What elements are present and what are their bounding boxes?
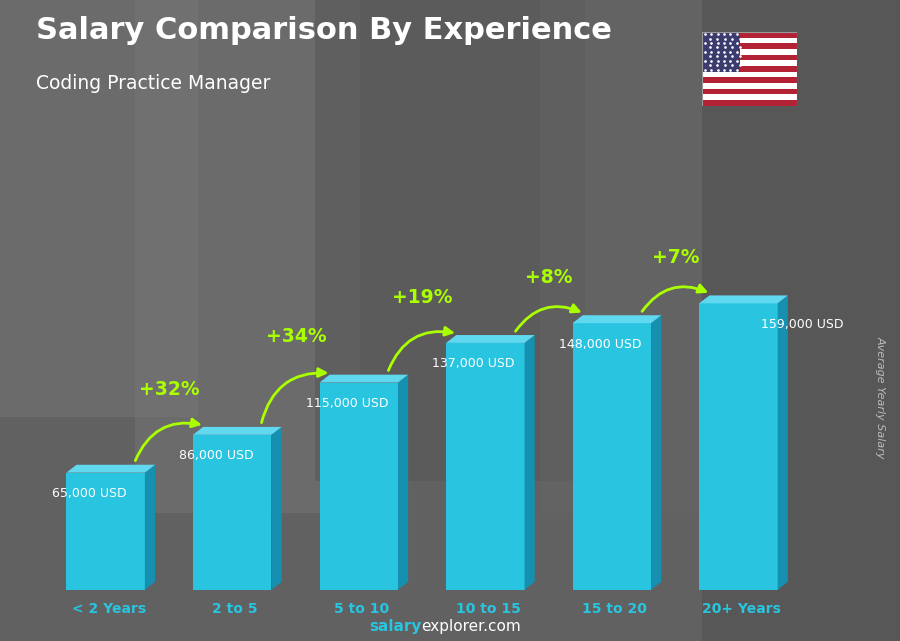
Bar <box>702 66 796 72</box>
Bar <box>135 0 360 513</box>
Text: < 2 Years: < 2 Years <box>72 603 146 617</box>
Text: salary: salary <box>369 619 421 635</box>
Polygon shape <box>446 343 525 590</box>
Polygon shape <box>67 465 155 472</box>
Bar <box>315 0 585 481</box>
Text: +8%: +8% <box>526 268 573 287</box>
Bar <box>702 38 796 44</box>
Bar <box>702 88 796 94</box>
Bar <box>702 72 796 78</box>
Text: 10 to 15: 10 to 15 <box>456 603 521 617</box>
Bar <box>702 44 796 49</box>
Polygon shape <box>651 315 661 590</box>
Polygon shape <box>193 427 282 435</box>
Text: 159,000 USD: 159,000 USD <box>761 318 843 331</box>
FancyArrowPatch shape <box>135 419 199 461</box>
Polygon shape <box>572 323 651 590</box>
FancyArrowPatch shape <box>262 369 326 422</box>
Polygon shape <box>398 375 409 590</box>
Text: Salary Comparison By Experience: Salary Comparison By Experience <box>36 16 612 45</box>
Text: +7%: +7% <box>652 248 699 267</box>
Bar <box>702 0 900 641</box>
Bar <box>702 32 740 72</box>
Text: +32%: +32% <box>140 379 200 399</box>
Bar <box>702 54 796 60</box>
Text: 137,000 USD: 137,000 USD <box>432 357 515 370</box>
Polygon shape <box>778 296 788 590</box>
Polygon shape <box>446 335 535 343</box>
Polygon shape <box>572 315 662 323</box>
Polygon shape <box>272 427 282 590</box>
Polygon shape <box>320 383 398 590</box>
Text: 65,000 USD: 65,000 USD <box>52 487 127 500</box>
Text: Coding Practice Manager: Coding Practice Manager <box>36 74 270 93</box>
Polygon shape <box>67 472 145 590</box>
Bar <box>702 60 796 66</box>
Bar <box>702 78 796 83</box>
Text: 115,000 USD: 115,000 USD <box>306 397 388 410</box>
Text: +34%: +34% <box>266 328 327 346</box>
Polygon shape <box>320 375 409 383</box>
Polygon shape <box>145 465 155 590</box>
Polygon shape <box>193 435 272 590</box>
Bar <box>702 49 796 54</box>
Text: +19%: +19% <box>392 288 453 306</box>
Polygon shape <box>699 303 778 590</box>
Bar <box>702 100 796 106</box>
Text: 15 to 20: 15 to 20 <box>582 603 647 617</box>
Bar <box>0 0 198 417</box>
Text: explorer.com: explorer.com <box>421 619 521 635</box>
Text: 148,000 USD: 148,000 USD <box>559 338 641 351</box>
FancyArrowPatch shape <box>642 285 706 312</box>
Text: 20+ Years: 20+ Years <box>702 603 781 617</box>
Polygon shape <box>699 296 788 303</box>
FancyArrowPatch shape <box>389 328 452 370</box>
Text: 86,000 USD: 86,000 USD <box>179 449 254 462</box>
Text: 2 to 5: 2 to 5 <box>212 603 258 617</box>
Bar <box>702 32 796 38</box>
Bar <box>702 94 796 100</box>
FancyArrowPatch shape <box>516 304 579 331</box>
Bar <box>702 83 796 88</box>
Bar <box>540 0 765 513</box>
Text: Average Yearly Salary: Average Yearly Salary <box>875 336 886 459</box>
Polygon shape <box>525 335 535 590</box>
Text: 5 to 10: 5 to 10 <box>334 603 390 617</box>
